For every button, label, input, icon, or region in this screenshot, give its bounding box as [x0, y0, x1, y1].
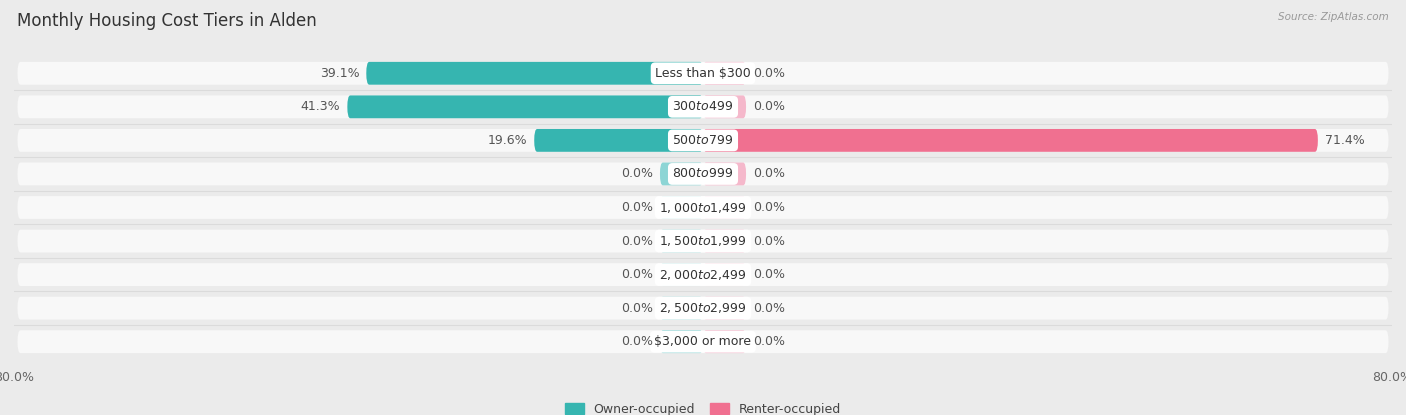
FancyBboxPatch shape: [17, 229, 1389, 252]
Text: 0.0%: 0.0%: [754, 335, 785, 348]
FancyBboxPatch shape: [659, 297, 703, 320]
Text: 0.0%: 0.0%: [621, 302, 652, 315]
FancyBboxPatch shape: [703, 129, 1317, 152]
Text: Less than $300: Less than $300: [655, 67, 751, 80]
Text: $1,000 to $1,499: $1,000 to $1,499: [659, 200, 747, 215]
FancyBboxPatch shape: [17, 330, 1389, 353]
FancyBboxPatch shape: [17, 196, 1389, 219]
FancyBboxPatch shape: [659, 229, 703, 252]
FancyBboxPatch shape: [659, 263, 703, 286]
Text: 41.3%: 41.3%: [301, 100, 340, 113]
Text: $300 to $499: $300 to $499: [672, 100, 734, 113]
FancyBboxPatch shape: [703, 297, 747, 320]
Text: 0.0%: 0.0%: [754, 201, 785, 214]
Text: 0.0%: 0.0%: [621, 335, 652, 348]
FancyBboxPatch shape: [703, 196, 747, 219]
FancyBboxPatch shape: [703, 229, 747, 252]
FancyBboxPatch shape: [17, 62, 1389, 85]
Text: 0.0%: 0.0%: [754, 67, 785, 80]
FancyBboxPatch shape: [703, 163, 747, 186]
FancyBboxPatch shape: [347, 95, 703, 118]
Text: 0.0%: 0.0%: [754, 100, 785, 113]
FancyBboxPatch shape: [703, 62, 747, 85]
FancyBboxPatch shape: [17, 297, 1389, 320]
Text: $1,500 to $1,999: $1,500 to $1,999: [659, 234, 747, 248]
Text: 0.0%: 0.0%: [621, 268, 652, 281]
FancyBboxPatch shape: [703, 95, 747, 118]
Text: 0.0%: 0.0%: [621, 167, 652, 181]
FancyBboxPatch shape: [17, 163, 1389, 186]
FancyBboxPatch shape: [659, 163, 703, 186]
Text: 71.4%: 71.4%: [1324, 134, 1364, 147]
Text: 0.0%: 0.0%: [754, 302, 785, 315]
Text: $500 to $799: $500 to $799: [672, 134, 734, 147]
Legend: Owner-occupied, Renter-occupied: Owner-occupied, Renter-occupied: [565, 403, 841, 415]
FancyBboxPatch shape: [659, 196, 703, 219]
FancyBboxPatch shape: [659, 330, 703, 353]
FancyBboxPatch shape: [17, 129, 1389, 152]
FancyBboxPatch shape: [534, 129, 703, 152]
FancyBboxPatch shape: [703, 330, 747, 353]
FancyBboxPatch shape: [17, 95, 1389, 118]
Text: 0.0%: 0.0%: [621, 234, 652, 248]
FancyBboxPatch shape: [17, 263, 1389, 286]
Text: $800 to $999: $800 to $999: [672, 167, 734, 181]
Text: $2,500 to $2,999: $2,500 to $2,999: [659, 301, 747, 315]
FancyBboxPatch shape: [703, 263, 747, 286]
Text: 39.1%: 39.1%: [319, 67, 360, 80]
Text: 19.6%: 19.6%: [488, 134, 527, 147]
FancyBboxPatch shape: [367, 62, 703, 85]
Text: $3,000 or more: $3,000 or more: [655, 335, 751, 348]
Text: Source: ZipAtlas.com: Source: ZipAtlas.com: [1278, 12, 1389, 22]
Text: 0.0%: 0.0%: [754, 234, 785, 248]
Text: 0.0%: 0.0%: [621, 201, 652, 214]
Text: $2,000 to $2,499: $2,000 to $2,499: [659, 268, 747, 282]
Text: 0.0%: 0.0%: [754, 167, 785, 181]
Text: 0.0%: 0.0%: [754, 268, 785, 281]
Text: Monthly Housing Cost Tiers in Alden: Monthly Housing Cost Tiers in Alden: [17, 12, 316, 30]
